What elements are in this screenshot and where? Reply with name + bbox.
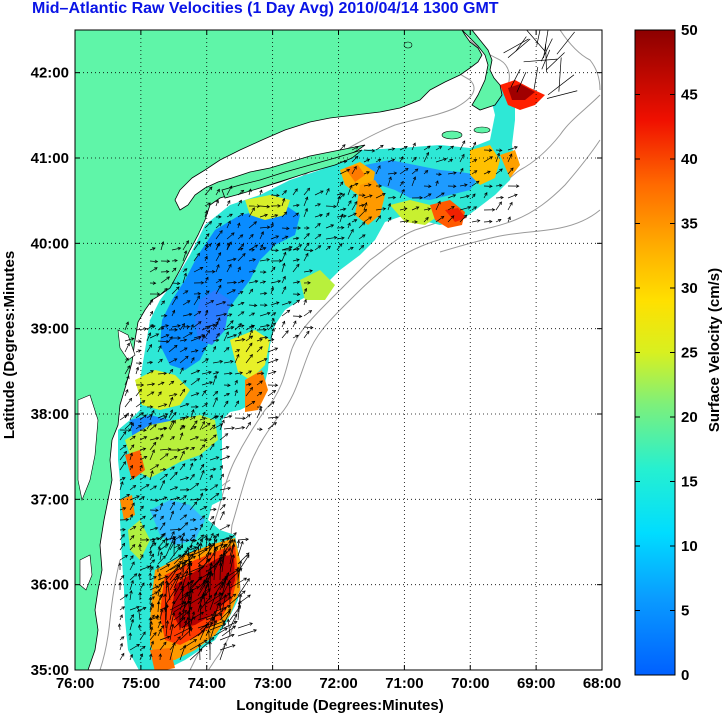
colorbar: [634, 29, 676, 676]
y-tick-label: 36:00: [31, 577, 69, 594]
x-tick-label: 75:00: [122, 675, 160, 692]
colorbar-tick-label: 10: [681, 538, 698, 555]
x-axis-label: Longitude (Degrees:Minutes): [236, 697, 444, 714]
colorbar-tick-label: 40: [681, 151, 698, 168]
velocity-field: [118, 80, 545, 670]
colorbar-tick-label: 15: [681, 474, 698, 491]
y-tick-label: 40:00: [31, 235, 69, 252]
x-tick-label: 74:00: [188, 675, 226, 692]
x-axis-ticks: 76:00 75:00 74:00 73:00 72:00 71:00 70:00 69:00…: [56, 30, 621, 692]
colorbar-label: Surface Velocity (cm/s): [706, 268, 723, 432]
grid-lines: [75, 30, 602, 670]
colorbar-tick-label: 0: [681, 667, 689, 684]
x-tick-label: 71:00: [385, 675, 423, 692]
x-tick-label: 70:00: [451, 675, 489, 692]
colorbar-tick-label: 20: [681, 409, 698, 426]
colorbar-tick-label: 25: [681, 345, 698, 362]
x-tick-label: 68:00: [583, 675, 621, 692]
colorbar-tick-label: 50: [681, 22, 698, 39]
y-tick-label: 39:00: [31, 321, 69, 338]
y-axis-label: Latitude (Degrees:Minutes: [1, 251, 18, 439]
land: [75, 30, 503, 670]
colorbar-ticks: 0 5 10 15 20 25 30 35 40 45 50: [635, 22, 698, 684]
y-tick-label: 41:00: [31, 150, 69, 167]
chart-title: Mid–Atlantic Raw Velocities (1 Day Avg) …: [32, 0, 499, 17]
colorbar-tick-label: 45: [681, 87, 698, 104]
colorbar-tick-label: 30: [681, 280, 698, 297]
x-tick-label: 76:00: [56, 675, 94, 692]
colorbar-tick-label: 5: [681, 603, 689, 620]
velocity-vectors: [117, 30, 578, 661]
x-tick-label: 72:00: [319, 675, 357, 692]
x-tick-label: 69:00: [517, 675, 555, 692]
y-tick-label: 42:00: [31, 65, 69, 82]
y-axis-ticks: 35:00 36:00 37:00 38:00 39:00 40:00 41:00 42:00: [31, 65, 602, 679]
y-tick-label: 37:00: [31, 491, 69, 508]
colorbar-tick-label: 35: [681, 216, 698, 233]
x-tick-label: 73:00: [253, 675, 291, 692]
y-tick-label: 38:00: [31, 406, 69, 423]
y-tick-label: 35:00: [31, 662, 69, 679]
